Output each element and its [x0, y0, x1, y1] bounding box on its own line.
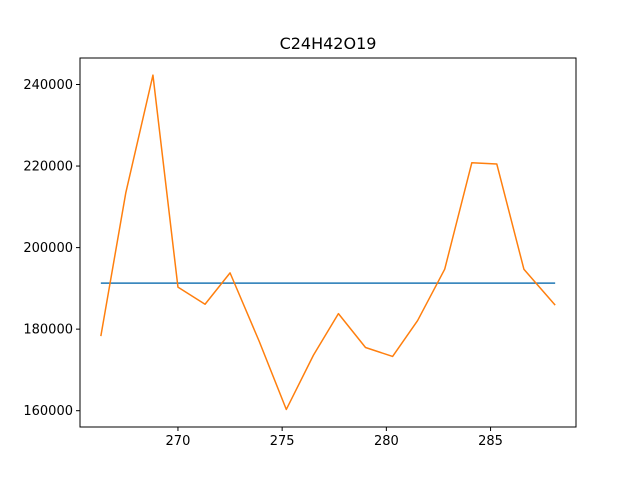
x-axis: 270 275 280 285	[166, 427, 503, 449]
y-tick-label: 220000	[23, 160, 73, 175]
plot-lines	[100, 74, 556, 411]
chart-title: C24H42O19	[280, 34, 377, 53]
y-tick-label: 240000	[23, 78, 73, 93]
y-axis: 160000 180000 200000 220000 240000	[23, 78, 80, 419]
x-tick-label: 280	[374, 434, 399, 449]
x-tick-label: 275	[270, 434, 295, 449]
y-tick-label: 160000	[23, 404, 73, 419]
series-2-line	[100, 74, 556, 411]
plot-frame	[79, 57, 577, 428]
x-tick-label: 285	[478, 434, 503, 449]
x-tick-label: 270	[166, 434, 191, 449]
y-tick-label: 200000	[23, 241, 73, 256]
y-tick-label: 180000	[23, 323, 73, 338]
